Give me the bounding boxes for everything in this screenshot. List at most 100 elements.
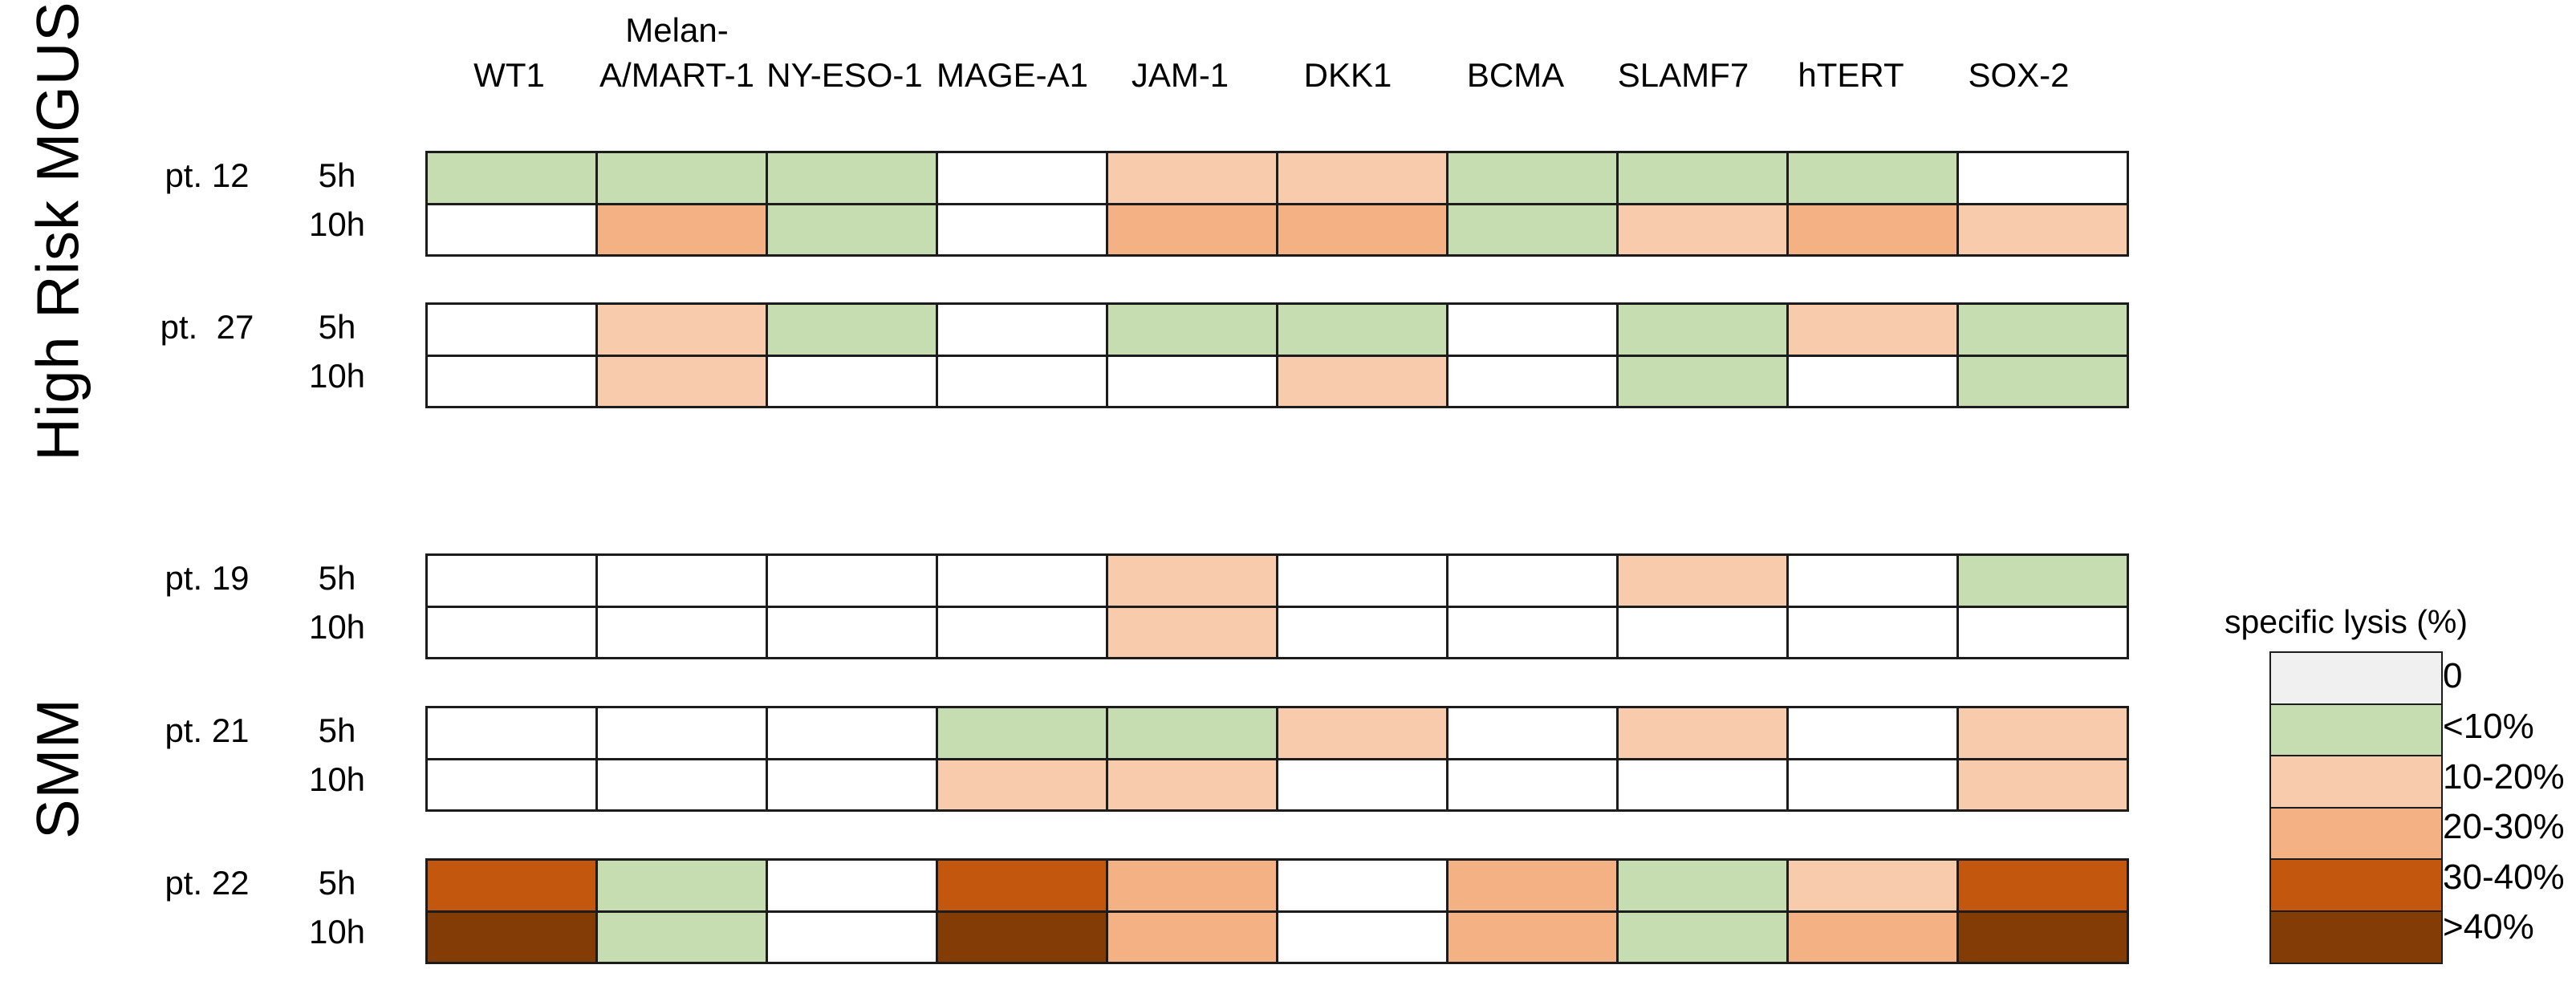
heatmap-block-pt-19 [425,553,2129,659]
heatmap-cell-pt-22-5h-mage-a1 [936,858,1108,913]
heatmap-cell-pt-21-10h-bcma [1446,757,1619,812]
legend-swatch-table [2269,651,2443,964]
patient-label-pt-19: pt. 19 [165,558,250,597]
heatmap-cell-pt-19-10h-slamf7 [1616,605,1789,659]
heatmap-cell-pt-12-10h-sox-2 [1956,202,2129,257]
heatmap-block-pt-22 [425,858,2129,964]
heatmap-cell-pt-19-10h-ny-eso-1 [766,605,938,659]
heatmap-cell-pt-12-10h-htert [1786,202,1959,257]
heatmap-cell-pt-12-10h-ny-eso-1 [766,202,938,257]
heatmap-block-pt-21 [425,706,2129,812]
column-header-mage-a1: MAGE-A1 [936,56,1089,94]
heatmap-cell-pt-22-10h-htert [1786,910,1959,964]
legend-swatch-30-40 [2269,858,2443,912]
group-label-smm: SMM [24,698,91,839]
heatmap-cell-pt-27-10h-ny-eso-1 [766,354,938,408]
heatmap-cell-pt-12-10h-melan-a-mart-1 [595,202,768,257]
timepoint-label-pt-12-5h: 5h [318,156,356,194]
legend-swatch-0 [2269,651,2443,705]
heatmap-cell-pt-22-5h-jam-1 [1106,858,1278,913]
heatmap-cell-pt-19-10h-mage-a1 [936,605,1108,659]
heatmap-cell-pt-27-10h-sox-2 [1956,354,2129,408]
heatmap-cell-pt-12-5h-wt1 [425,151,598,205]
heatmap-cell-pt-21-10h-slamf7 [1616,757,1789,812]
heatmap-cell-pt-12-10h-bcma [1446,202,1619,257]
heatmap-cell-pt-12-10h-wt1 [425,202,598,257]
heatmap-cell-pt-19-10h-melan-a-mart-1 [595,605,768,659]
heatmap-cell-pt-12-5h-jam-1 [1106,151,1278,205]
group-label-high-risk-mgus: High Risk MGUS [24,1,91,461]
heatmap-cell-pt-12-10h-slamf7 [1616,202,1789,257]
heatmap-cell-pt-22-5h-slamf7 [1616,858,1789,913]
heatmap-cell-pt-19-5h-melan-a-mart-1 [595,553,768,608]
column-header-dkk1: DKK1 [1303,56,1392,94]
heatmap-cell-pt-19-5h-slamf7 [1616,553,1789,608]
heatmap-cell-pt-27-10h-mage-a1 [936,354,1108,408]
legend-label-10-20: 10-20% [2443,756,2565,797]
heatmap-cell-pt-19-10h-wt1 [425,605,598,659]
heatmap-block-pt-12 [425,151,2129,257]
heatmap-cell-pt-12-10h-jam-1 [1106,202,1278,257]
heatmap-cell-pt-21-5h-slamf7 [1616,706,1789,760]
timepoint-label-pt-19-10h: 10h [308,608,366,647]
column-header-htert: hTERT [1798,56,1904,94]
heatmap-cell-pt-21-10h-jam-1 [1106,757,1278,812]
legend-label-40: >40% [2443,907,2534,947]
heatmap-cell-pt-22-10h-sox-2 [1956,910,2129,964]
heatmap-cell-pt-21-5h-sox-2 [1956,706,2129,760]
heatmap-cell-pt-22-5h-htert [1786,858,1959,913]
heatmap-cell-pt-27-5h-ny-eso-1 [766,302,938,357]
heatmap-cell-pt-21-10h-wt1 [425,757,598,812]
heatmap-cell-pt-27-10h-wt1 [425,354,598,408]
heatmap-cell-pt-27-10h-bcma [1446,354,1619,408]
heatmap-cell-pt-27-10h-melan-a-mart-1 [595,354,768,408]
heatmap-cell-pt-22-10h-ny-eso-1 [766,910,938,964]
heatmap-cell-pt-21-10h-melan-a-mart-1 [595,757,768,812]
heatmap-cell-pt-27-5h-melan-a-mart-1 [595,302,768,357]
heatmap-cell-pt-22-10h-wt1 [425,910,598,964]
heatmap-cell-pt-19-5h-sox-2 [1956,553,2129,608]
heatmap-cell-pt-12-5h-sox-2 [1956,151,2129,205]
legend-swatch-20-30 [2269,806,2443,861]
timepoint-label-pt-12-10h: 10h [308,205,366,244]
legend-label-0: 0 [2443,656,2463,696]
heatmap-cell-pt-19-10h-jam-1 [1106,605,1278,659]
heatmap-cell-pt-22-5h-dkk1 [1276,858,1448,913]
timepoint-label-pt-27-10h: 10h [308,357,366,395]
timepoint-label-pt-27-5h: 5h [318,307,356,346]
heatmap-cell-pt-22-10h-jam-1 [1106,910,1278,964]
heatmap-cell-pt-19-5h-ny-eso-1 [766,553,938,608]
heatmap-cell-pt-22-5h-sox-2 [1956,858,2129,913]
heatmap-cell-pt-27-5h-sox-2 [1956,302,2129,357]
heatmap-cell-pt-19-5h-mage-a1 [936,553,1108,608]
heatmap-cell-pt-21-10h-mage-a1 [936,757,1108,812]
heatmap-cell-pt-21-5h-dkk1 [1276,706,1448,760]
heatmap-cell-pt-19-5h-wt1 [425,553,598,608]
column-header-jam-1: JAM-1 [1131,56,1229,94]
heatmap-cell-pt-21-5h-melan-a-mart-1 [595,706,768,760]
heatmap-cell-pt-27-5h-wt1 [425,302,598,357]
heatmap-cell-pt-21-5h-htert [1786,706,1959,760]
heatmap-cell-pt-27-10h-jam-1 [1106,354,1278,408]
timepoint-label-pt-22-5h: 5h [318,863,356,902]
heatmap-cell-pt-22-5h-bcma [1446,858,1619,913]
heatmap-cell-pt-21-5h-wt1 [425,706,598,760]
heatmap-cell-pt-19-5h-jam-1 [1106,553,1278,608]
legend-swatch-10 [2269,703,2443,757]
legend-label-20-30: 20-30% [2443,807,2565,847]
heatmap-cell-pt-21-10h-sox-2 [1956,757,2129,812]
patient-label-pt-22: pt. 22 [165,863,250,902]
column-header-ny-eso-1: NY-ESO-1 [766,56,923,94]
heatmap-cell-pt-19-10h-dkk1 [1276,605,1448,659]
heatmap-cell-pt-19-10h-sox-2 [1956,605,2129,659]
heatmap-cell-pt-12-5h-melan-a-mart-1 [595,151,768,205]
heatmap-cell-pt-12-5h-dkk1 [1276,151,1448,205]
heatmap-cell-pt-27-5h-jam-1 [1106,302,1278,357]
heatmap-cell-pt-21-5h-jam-1 [1106,706,1278,760]
column-header-bcma: BCMA [1466,56,1565,94]
heatmap-cell-pt-22-10h-melan-a-mart-1 [595,910,768,964]
heatmap-cell-pt-27-5h-htert [1786,302,1959,357]
heatmap-cell-pt-19-10h-bcma [1446,605,1619,659]
heatmap-cell-pt-19-10h-htert [1786,605,1959,659]
